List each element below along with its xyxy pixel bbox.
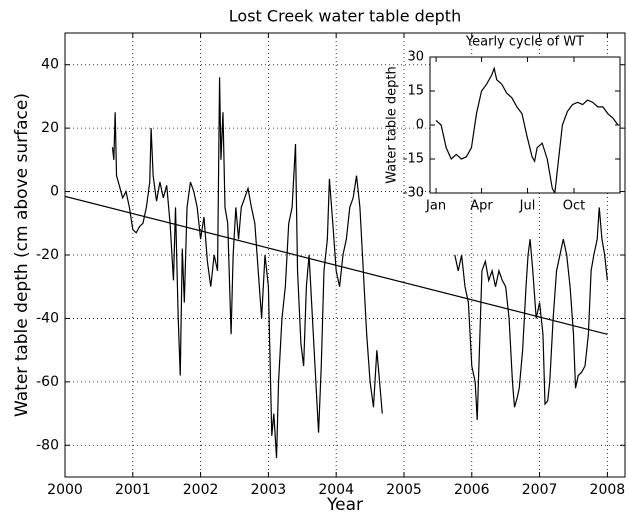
y-axis-label: Water table depth: [385, 66, 400, 183]
plot-frame: [64, 32, 626, 478]
x-axis-label: Year: [326, 495, 363, 513]
x-tick-label: 2001: [115, 482, 151, 498]
x-tick-label: 2005: [386, 482, 422, 498]
x-tick-label: 2000: [47, 482, 83, 498]
y-tick-label: 20: [41, 120, 59, 136]
data-line: [435, 66, 619, 193]
x-tick-label: Oct: [563, 199, 585, 214]
y-tick-label: -15: [403, 152, 424, 167]
y-tick-label: 30: [407, 50, 424, 65]
data-line: [65, 195, 608, 335]
plot-frame: [429, 56, 621, 194]
y-tick-label: 0: [50, 184, 59, 200]
y-axis-label: Water table depth (cm above surface): [12, 93, 32, 417]
y-tick-label: 15: [407, 84, 424, 99]
x-tick-label: 2006: [454, 482, 490, 498]
x-tick-label: Jul: [519, 199, 536, 214]
x-tick-label: 2008: [590, 482, 626, 498]
y-tick-label: -80: [36, 437, 59, 453]
y-tick-label: -60: [36, 374, 59, 390]
y-tick-label: -40: [36, 310, 59, 326]
x-tick-label: Jan: [425, 199, 446, 214]
y-tick-label: -30: [403, 186, 424, 201]
x-tick-label: 2003: [251, 482, 287, 498]
y-tick-label: 0: [416, 118, 424, 133]
x-tick-label: 2004: [318, 482, 354, 498]
y-tick-label: 40: [41, 57, 59, 73]
chart-title: Lost Creek water table depth: [229, 7, 461, 26]
y-tick-label: -20: [36, 247, 59, 263]
chart-title: Yearly cycle of WT: [465, 35, 584, 50]
x-tick-label: 2002: [183, 482, 219, 498]
x-tick-label: Apr: [470, 199, 493, 214]
x-tick-label: 2007: [522, 482, 558, 498]
